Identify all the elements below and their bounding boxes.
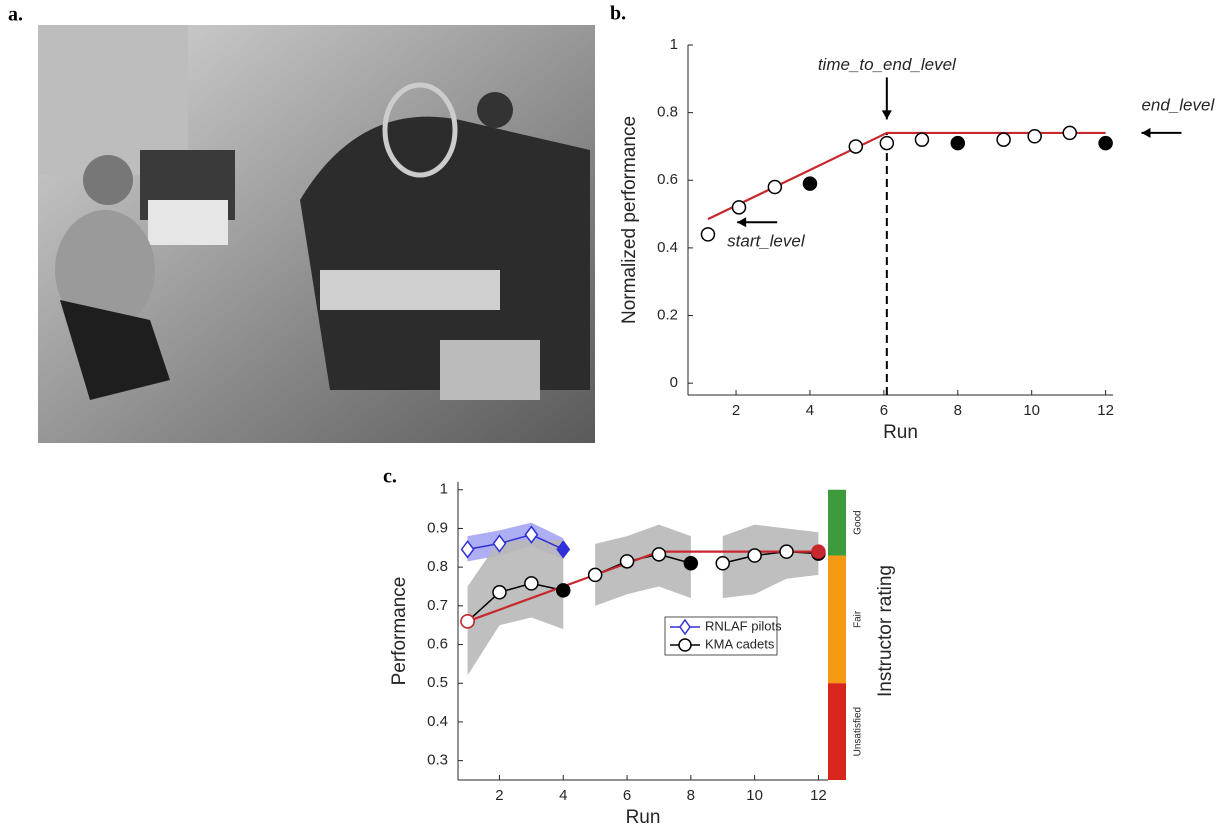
marker: [460, 540, 475, 559]
x-axis-label: Run: [626, 807, 661, 828]
marker: [779, 544, 794, 559]
rating-label: Good: [853, 510, 864, 534]
marker: [715, 556, 730, 571]
marker: [731, 200, 747, 215]
y-tick-label: 0.8: [427, 558, 448, 575]
x-tick-label: 6: [880, 402, 888, 419]
marker: [492, 585, 507, 600]
panel-label: a.: [8, 4, 23, 26]
rating-label: Unsatisfied: [853, 707, 864, 756]
marker: [524, 576, 539, 591]
band: [467, 540, 564, 676]
marker: [747, 548, 762, 563]
y-tick-label: 1: [440, 481, 448, 498]
x-tick-label: 8: [687, 787, 695, 804]
y2-axis-label: Instructor rating: [875, 565, 896, 697]
marker: [914, 132, 930, 147]
y-axis-label: Performance: [389, 577, 410, 686]
rating-band: [828, 555, 846, 684]
x-tick-label: 10: [746, 787, 763, 804]
x-tick-label: 4: [559, 787, 567, 804]
marker: [651, 547, 667, 562]
legend-label: KMA cadets: [705, 636, 775, 651]
x-tick-label: 2: [495, 787, 503, 804]
arrow-head: [881, 110, 892, 120]
marker: [524, 525, 539, 544]
marker: [848, 139, 864, 154]
x-axis-label: Run: [883, 422, 918, 443]
y-tick-label: 0: [670, 374, 678, 391]
marker: [996, 132, 1011, 147]
marker: [1098, 135, 1113, 151]
y-tick-label: 0.5: [427, 674, 448, 691]
y-tick-label: 0.3: [427, 752, 448, 769]
marker: [619, 554, 635, 569]
annotation: start_level: [727, 232, 806, 251]
marker: [1027, 129, 1042, 144]
y-tick-label: 0.6: [657, 171, 678, 188]
panel-label: b.: [610, 3, 626, 25]
x-tick-label: 6: [623, 787, 631, 804]
photo: [38, 25, 595, 443]
arrow-head: [1141, 127, 1151, 138]
y-tick-label: 0.8: [657, 104, 678, 121]
marker: [950, 135, 966, 151]
x-tick-label: 12: [810, 787, 827, 804]
annotation: end_level: [1141, 95, 1215, 114]
rating-label: Fair: [853, 610, 864, 628]
panel-label: c.: [383, 466, 397, 488]
marker: [879, 135, 895, 151]
y-tick-label: 0.4: [657, 239, 678, 256]
marker: [492, 534, 507, 553]
marker: [587, 567, 603, 583]
y-tick-label: 0.6: [427, 636, 448, 653]
marker: [767, 179, 783, 195]
marker: [802, 176, 818, 191]
marker: [556, 583, 571, 598]
series-line: [467, 582, 564, 622]
y-tick-label: 0.7: [427, 597, 448, 614]
legend-label: RNLAF pilots: [705, 618, 782, 633]
fit-line: [707, 131, 1106, 221]
marker: [1062, 125, 1078, 141]
y-tick-label: 0.4: [427, 713, 448, 730]
rating-band: [828, 489, 846, 556]
marker: [700, 227, 716, 242]
marker: [811, 544, 826, 559]
x-tick-label: 8: [954, 402, 962, 419]
marker: [460, 614, 475, 629]
x-tick-label: 10: [1023, 402, 1040, 419]
legend-marker: [678, 638, 692, 652]
legend-marker: [679, 618, 691, 636]
y-tick-label: 0.9: [427, 519, 448, 536]
series-line: [467, 533, 564, 551]
annotation: time_to_end_level: [818, 55, 957, 74]
x-tick-label: 4: [806, 402, 814, 419]
x-tick-label: 2: [732, 402, 740, 419]
band: [722, 524, 819, 599]
y-tick-label: 0.2: [657, 307, 678, 324]
band: [595, 524, 691, 606]
marker: [683, 556, 699, 571]
rating-band: [828, 683, 846, 780]
y-axis-label: Normalized performance: [619, 116, 640, 324]
arrow-head: [737, 217, 747, 228]
y-tick-label: 1: [670, 36, 678, 53]
marker: [556, 540, 571, 559]
x-tick-label: 12: [1097, 402, 1114, 419]
